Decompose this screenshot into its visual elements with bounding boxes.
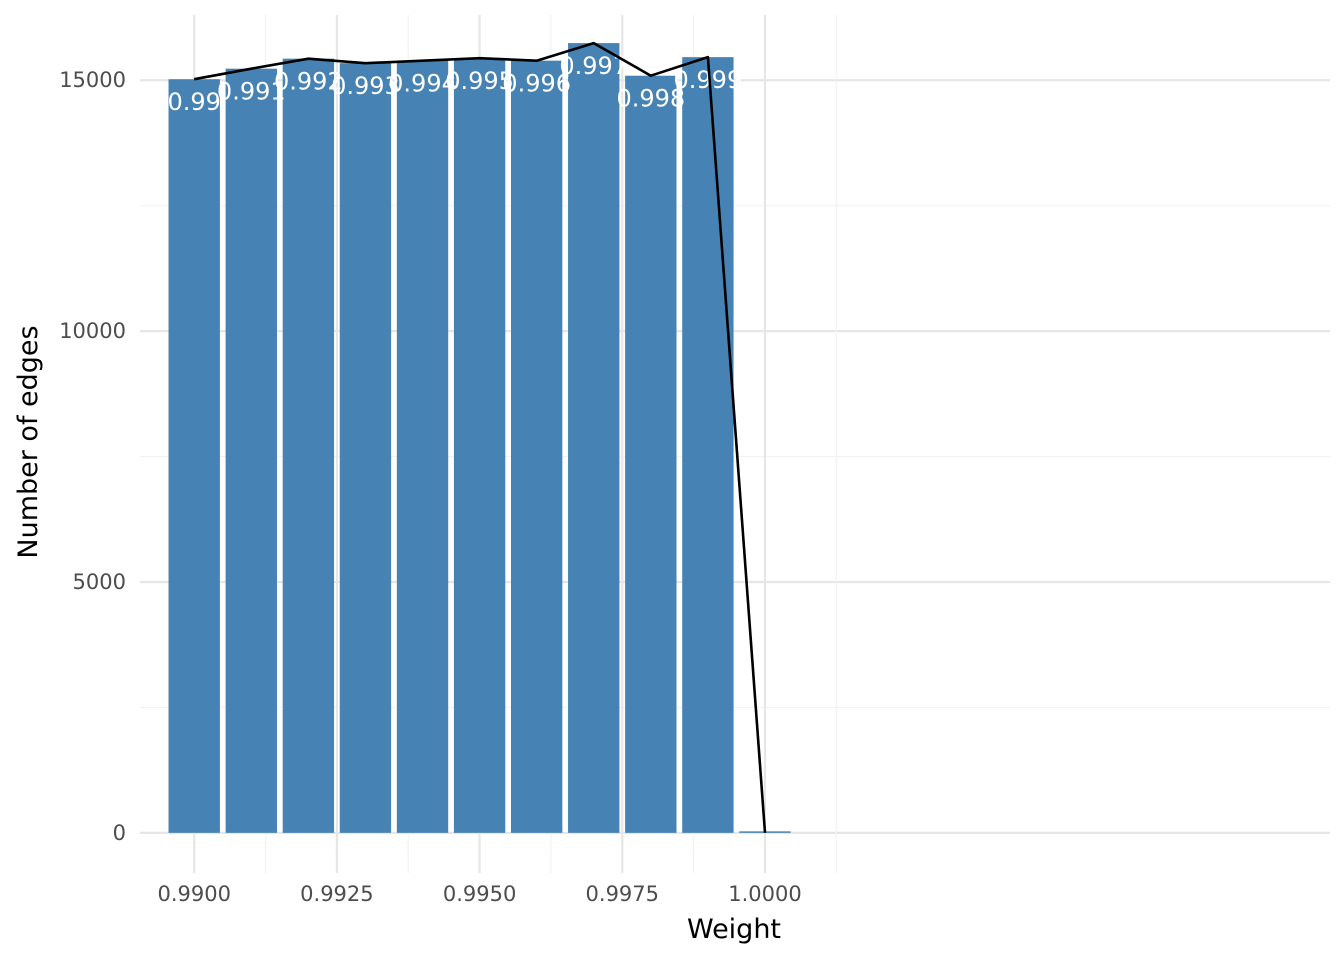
bar (168, 79, 220, 833)
bar-value-label: 0.991 (217, 78, 286, 106)
x-tick-label: 0.9900 (157, 882, 230, 906)
bar (225, 68, 277, 833)
bar-value-label: 0.996 (502, 70, 571, 98)
bar-value-label: 0.995 (445, 67, 514, 95)
x-tick-label: 0.9950 (443, 882, 516, 906)
bar-value-label: 0.992 (274, 68, 343, 96)
bar-labels: 0.990.9910.9920.9930.9940.9950.9960.9970… (168, 52, 743, 116)
bar-value-label: 0.994 (388, 70, 457, 98)
x-axis-ticks: 0.9900 0.9925 0.9950 0.9975 1.0000 (157, 882, 801, 906)
y-tick-label: 5000 (73, 570, 126, 594)
x-axis-title: Weight (687, 914, 781, 945)
y-axis-ticks: 0 5000 10000 15000 (59, 68, 126, 845)
x-tick-label: 1.0000 (728, 882, 801, 906)
bar-value-label: 0.99 (168, 88, 221, 116)
y-tick-label: 0 (113, 821, 126, 845)
line-layer (193, 41, 767, 833)
bars (168, 43, 791, 833)
bar (282, 58, 335, 833)
bar (625, 75, 677, 833)
x-tick-label: 0.9975 (586, 882, 659, 906)
bar (453, 58, 506, 833)
y-tick-label: 10000 (59, 319, 126, 343)
bar (339, 63, 392, 833)
bar-value-label: 0.993 (331, 72, 400, 100)
y-tick-label: 15000 (59, 68, 126, 92)
bar (568, 43, 620, 833)
bar (396, 60, 449, 833)
y-axis-title: Number of edges (13, 325, 44, 558)
bar (510, 60, 563, 833)
bar (682, 57, 734, 833)
bar-value-label: 0.998 (616, 85, 685, 113)
trend-line (193, 41, 767, 833)
x-tick-label: 0.9925 (300, 882, 373, 906)
